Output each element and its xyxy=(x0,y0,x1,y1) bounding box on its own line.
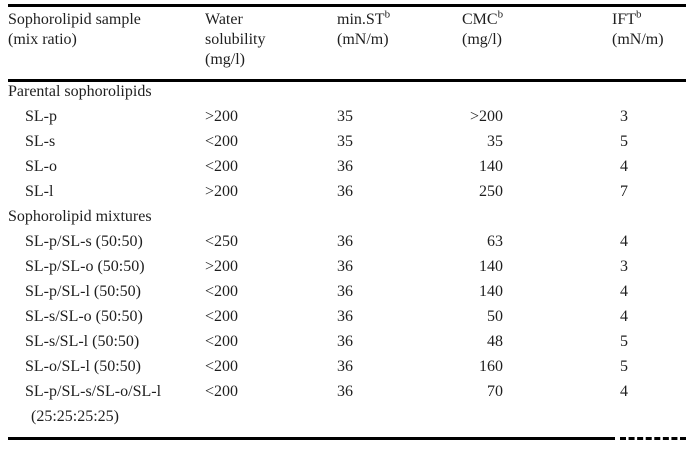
table-row: SL-p/SL-l (50:50) <200 36 140 4 xyxy=(8,279,686,304)
table-row: SL-p/SL-s (50:50) <250 36 63 4 xyxy=(8,229,686,254)
table-row: SL-p >200 35 >200 3 xyxy=(8,104,686,129)
water-solubility-cell: >200 xyxy=(205,258,239,275)
water-solubility-cell: <200 xyxy=(205,358,239,375)
column-header-sample: Sophorolipid sample (mix ratio) xyxy=(8,11,141,48)
ift-cell: 5 xyxy=(620,133,628,150)
cmc-cell: 70 xyxy=(487,383,503,400)
ift-cell: 3 xyxy=(620,258,628,275)
min-st-cell: 36 xyxy=(337,308,353,325)
column-header-min-st: min.STb (mN/m) xyxy=(337,8,391,48)
water-solubility-cell: >200 xyxy=(205,108,239,125)
header-rule xyxy=(8,79,686,82)
sample-cell: SL-s xyxy=(25,133,56,150)
section-title: Sophorolipid mixtures xyxy=(8,208,152,225)
ift-cell: 4 xyxy=(620,283,628,300)
min-st-cell: 36 xyxy=(337,358,353,375)
ift-cell: 3 xyxy=(620,108,628,125)
cmc-cell: 63 xyxy=(487,233,503,250)
footnote-marker: b xyxy=(384,8,391,21)
sample-cell: SL-o xyxy=(25,158,57,175)
bottom-rule xyxy=(8,437,615,440)
ift-cell: 5 xyxy=(620,333,628,350)
min-st-cell: 36 xyxy=(337,183,353,200)
water-solubility-cell: <200 xyxy=(205,133,239,150)
water-solubility-cell: <200 xyxy=(205,308,239,325)
water-solubility-cell: <200 xyxy=(205,383,239,400)
sample-cell: SL-s/SL-o (50:50) xyxy=(25,308,143,325)
ift-cell: 7 xyxy=(620,183,628,200)
sample-cell: SL-p/SL-s (50:50) xyxy=(25,233,143,250)
water-solubility-cell: >200 xyxy=(205,183,239,200)
column-header-ift: IFTb (mN/m) xyxy=(612,8,664,48)
sample-cell: SL-p/SL-l (50:50) xyxy=(25,283,141,300)
sample-cell-line2: (25:25:25:25) xyxy=(31,408,119,425)
table-row: SL-s/SL-o (50:50) <200 36 50 4 xyxy=(8,304,686,329)
top-rule xyxy=(8,4,686,7)
water-solubility-cell: <200 xyxy=(205,158,239,175)
sample-cell: SL-s/SL-l (50:50) xyxy=(25,333,140,350)
table-row: SL-s/SL-l (50:50) <200 36 48 5 xyxy=(8,329,686,354)
cmc-cell: 48 xyxy=(487,333,503,350)
section-row-parental: Parental sophorolipids xyxy=(8,79,686,104)
table-row: SL-l >200 36 250 7 xyxy=(8,179,686,204)
sample-cell: SL-p/SL-o (50:50) xyxy=(25,258,145,275)
min-st-cell: 36 xyxy=(337,258,353,275)
min-st-cell: 35 xyxy=(337,108,353,125)
min-st-cell: 36 xyxy=(337,333,353,350)
cmc-cell: 140 xyxy=(479,283,503,300)
ift-cell: 4 xyxy=(620,233,628,250)
bottom-rule-dash-artifact xyxy=(620,437,686,440)
water-solubility-cell: <200 xyxy=(205,283,239,300)
footnote-marker: b xyxy=(497,8,504,21)
table-row: SL-s <200 35 35 5 xyxy=(8,129,686,154)
section-title: Parental sophorolipids xyxy=(8,83,152,100)
table-row: SL-p/SL-s/SL-o/SL-l (25:25:25:25) <200 3… xyxy=(8,379,686,429)
sample-cell: SL-o/SL-l (50:50) xyxy=(25,358,141,375)
min-st-cell: 35 xyxy=(337,133,353,150)
table-row: SL-p/SL-o (50:50) >200 36 140 3 xyxy=(8,254,686,279)
cmc-cell: 35 xyxy=(487,133,503,150)
sophorolipid-properties-table: Sophorolipid sample (mix ratio) Water so… xyxy=(8,8,686,429)
cmc-cell: 140 xyxy=(479,258,503,275)
column-header-cmc: CMCb (mg/l) xyxy=(462,8,504,48)
cmc-cell: 140 xyxy=(479,158,503,175)
cmc-cell: >200 xyxy=(469,108,503,125)
header-row: Sophorolipid sample (mix ratio) Water so… xyxy=(8,8,686,79)
ift-cell: 4 xyxy=(620,308,628,325)
min-st-cell: 36 xyxy=(337,158,353,175)
cmc-cell: 250 xyxy=(479,183,503,200)
min-st-cell: 36 xyxy=(337,383,353,400)
section-row-mixtures: Sophorolipid mixtures xyxy=(8,204,686,229)
cmc-cell: 160 xyxy=(479,358,503,375)
water-solubility-cell: <250 xyxy=(205,233,239,250)
water-solubility-cell: <200 xyxy=(205,333,239,350)
column-header-water-solubility: Water solubility (mg/l) xyxy=(205,11,266,68)
min-st-cell: 36 xyxy=(337,283,353,300)
cmc-cell: 50 xyxy=(487,308,503,325)
ift-cell: 4 xyxy=(620,158,628,175)
sample-cell: SL-p/SL-s/SL-o/SL-l (25:25:25:25) xyxy=(25,383,162,425)
ift-cell: 4 xyxy=(620,383,628,400)
sample-cell: SL-l xyxy=(25,183,54,200)
table-row: SL-o/SL-l (50:50) <200 36 160 5 xyxy=(8,354,686,379)
sample-cell: SL-p xyxy=(25,108,57,125)
table-row: SL-o <200 36 140 4 xyxy=(8,154,686,179)
ift-cell: 5 xyxy=(620,358,628,375)
min-st-cell: 36 xyxy=(337,233,353,250)
footnote-marker: b xyxy=(636,8,642,21)
